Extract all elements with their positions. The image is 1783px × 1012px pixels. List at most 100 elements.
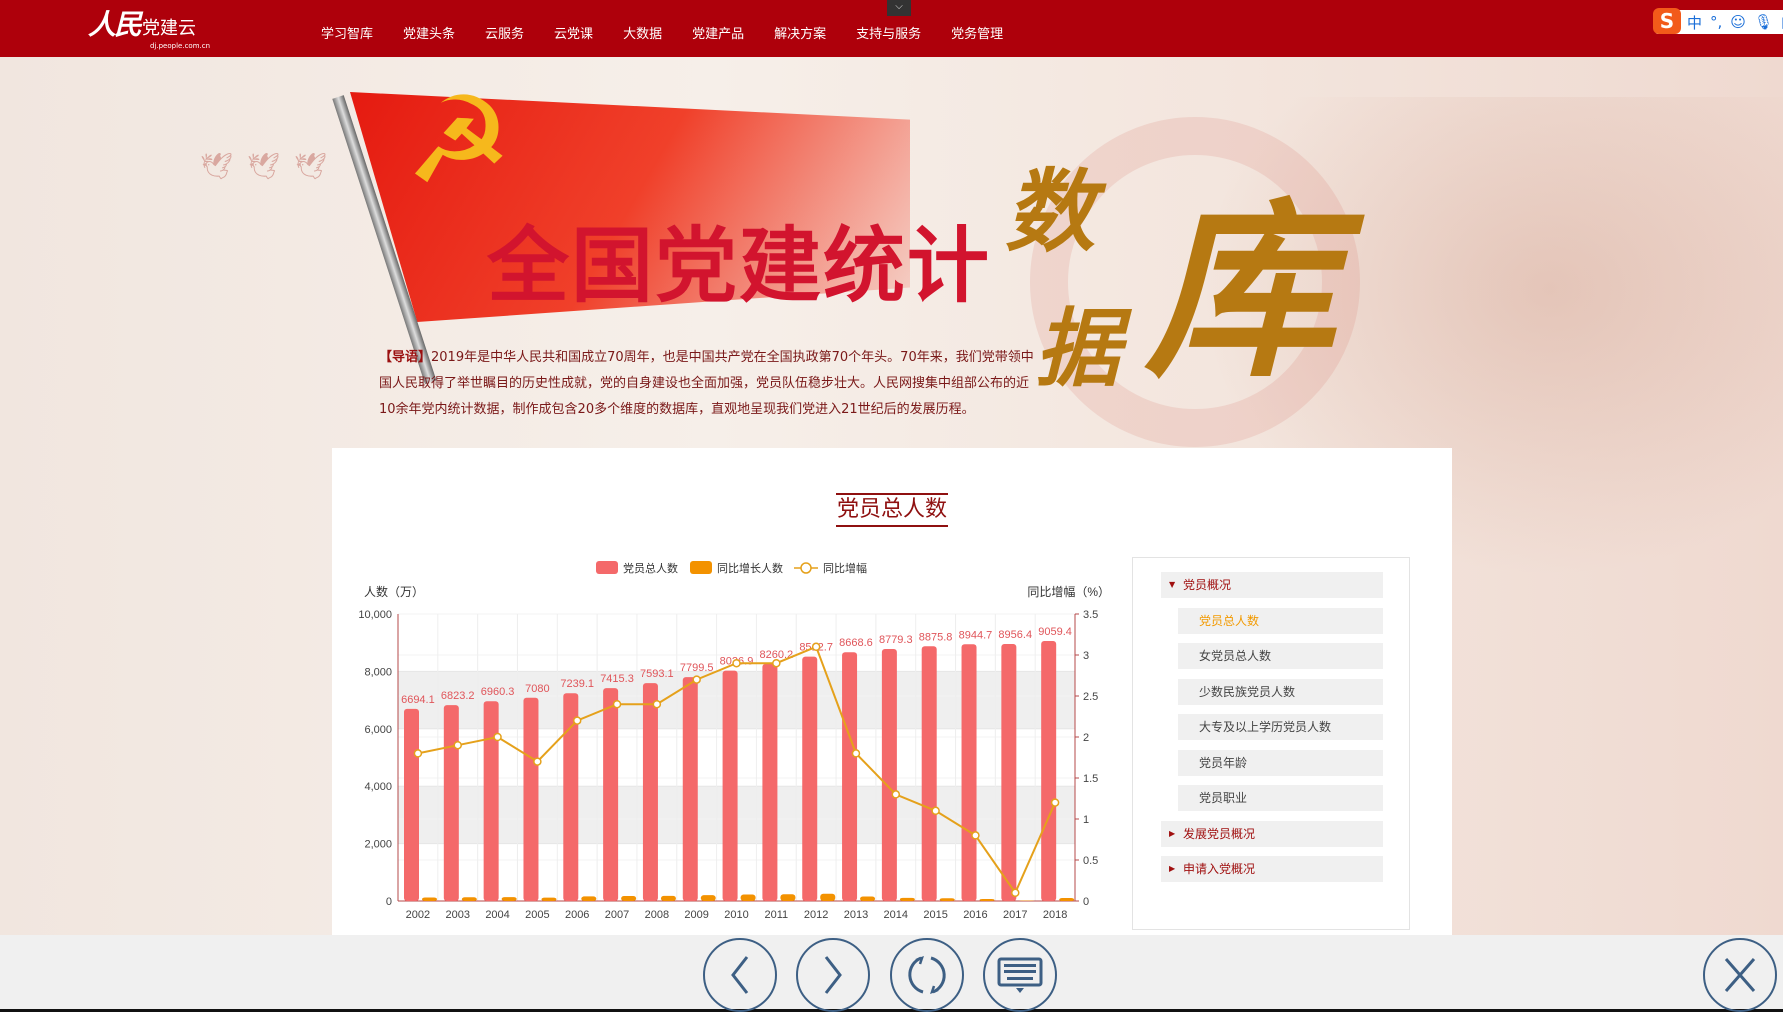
bar-growth-count — [820, 893, 836, 901]
main-nav: 学习智库 党建头条 云服务 云党课 大数据 党建产品 解决方案 支持与服务 党务… — [321, 23, 1033, 42]
doves-icon: 🕊🕊🕊 — [200, 152, 342, 182]
bar-growth-count — [660, 895, 676, 901]
y-tick-label: 0 — [386, 896, 392, 908]
legend-swatch-rate-marker — [800, 562, 812, 574]
intro-text: 【导语】2019年是中华人民共和国成立70周年，也是中国共产党在全国执政第70个… — [379, 350, 1034, 417]
caret-down-icon: ▼ — [1169, 580, 1176, 589]
bar-total-members — [642, 683, 658, 901]
chevron-down-icon[interactable]: ⌵ — [887, 0, 911, 16]
line-point — [931, 806, 940, 816]
panel-title: 党员总人数 — [332, 493, 1452, 527]
sidebar-group-members-overview[interactable]: ▼ 党员概况 — [1161, 572, 1383, 598]
x-tick-label: 2018 — [1043, 909, 1067, 921]
sidebar-item-female-members[interactable]: 女党员总人数 — [1178, 643, 1383, 669]
y-tick-label: 4,000 — [364, 781, 392, 793]
y2-tick-label: 2.5 — [1083, 691, 1098, 703]
back-icon — [731, 956, 749, 994]
bar-growth-count — [1059, 898, 1075, 901]
bar-total-members — [404, 708, 419, 901]
microphone-icon[interactable]: 🎙 — [1753, 13, 1773, 31]
sidebar-item-member-occupation[interactable]: 党员职业 — [1178, 785, 1383, 811]
bar-total-members — [523, 697, 539, 901]
sidebar-group-applications[interactable]: ▶ 申请入党概况 — [1161, 856, 1383, 882]
emoji-icon[interactable]: ☺ — [1730, 13, 1746, 31]
line-point — [612, 699, 622, 709]
bar-data-label: 8875.8 — [919, 631, 953, 643]
y-tick-label: 10,000 — [358, 609, 392, 621]
bar-data-label: 9059.4 — [1038, 626, 1072, 638]
nav-item[interactable]: 大数据 — [623, 27, 663, 42]
bar-data-label: 8260.2 — [759, 649, 793, 661]
ime-toolbar[interactable]: S 中 °, ☺ 🎙 ▦ — [1653, 8, 1783, 34]
bottom-toolbar — [0, 935, 1783, 1012]
x-tick-label: 2003 — [445, 909, 469, 921]
nav-item[interactable]: 支持与服务 — [856, 27, 922, 42]
ime-punct[interactable]: °, — [1710, 13, 1723, 31]
bar-total-members — [722, 670, 738, 901]
line-point — [493, 732, 502, 742]
refresh-icon — [908, 956, 946, 994]
forward-button[interactable] — [796, 938, 870, 1012]
x-tick-label: 2004 — [485, 909, 509, 921]
y-tick-label: 6,000 — [364, 724, 392, 736]
sidebar-item-member-age[interactable]: 党员年龄 — [1178, 750, 1383, 776]
bar-data-label: 8944.7 — [959, 629, 993, 641]
nav-item[interactable]: 党建头条 — [403, 27, 456, 42]
bar-growth-count — [581, 896, 597, 901]
x-tick-label: 2014 — [884, 909, 908, 921]
logo[interactable]: 人民 党建云 dj.people.com.cn — [88, 8, 211, 51]
bar-growth-count — [740, 894, 756, 901]
bar-total-members — [961, 644, 977, 901]
bar-data-label: 7239.1 — [560, 678, 594, 690]
nav-item[interactable]: 党建产品 — [692, 27, 745, 42]
caret-right-icon: ▶ — [1169, 829, 1176, 838]
bar-total-members — [1041, 640, 1057, 901]
nav-item[interactable]: 党务管理 — [951, 27, 1004, 42]
y2-tick-label: 0.5 — [1083, 855, 1098, 867]
sidebar-item-college-members[interactable]: 大专及以上学历党员人数 — [1178, 714, 1383, 740]
close-button[interactable] — [1703, 938, 1777, 1012]
bar-total-members — [762, 663, 778, 901]
y2-tick-label: 0 — [1083, 896, 1089, 908]
bar-data-label: 8779.3 — [879, 634, 913, 646]
ime-lang[interactable]: 中 — [1687, 13, 1703, 32]
bar-growth-count — [939, 898, 955, 901]
x-tick-label: 2017 — [1003, 909, 1027, 921]
keyboard-button[interactable] — [983, 938, 1057, 1012]
line-point — [971, 831, 980, 840]
y2-tick-label: 1 — [1083, 814, 1089, 826]
bar-total-members — [563, 693, 579, 901]
bar-growth-count — [780, 894, 796, 901]
legend-swatch-total — [596, 561, 618, 574]
back-button[interactable] — [703, 938, 777, 1012]
nav-item[interactable]: 解决方案 — [774, 27, 827, 42]
line-point — [533, 757, 542, 766]
legend-label: 党员总人数 — [623, 561, 678, 575]
bar-total-members — [603, 688, 619, 901]
line-point — [572, 716, 582, 725]
legend-swatch-growth — [690, 561, 712, 574]
bar-data-label: 7415.3 — [600, 673, 634, 685]
sidebar-group-recruitment[interactable]: ▶ 发展党员概况 — [1161, 821, 1383, 847]
bar-total-members — [682, 677, 698, 901]
line-point — [772, 658, 781, 668]
refresh-button[interactable] — [890, 938, 964, 1012]
y2-tick-label: 3 — [1083, 650, 1089, 662]
nav-item[interactable]: 云服务 — [485, 27, 525, 42]
nav-item[interactable]: 学习智库 — [321, 27, 374, 42]
sidebar-item-minority-members[interactable]: 少数民族党员人数 — [1178, 679, 1383, 705]
bar-total-members — [802, 656, 818, 901]
grid-icon[interactable]: ▦ — [1781, 13, 1783, 31]
stats-panel: 党员总人数 0 2,000 4,000 6,000 8,000 10,000 0 0.5 1 1.… — [332, 448, 1452, 938]
bar-growth-count — [461, 897, 477, 901]
bar-growth-count — [899, 897, 915, 901]
nav-item[interactable]: 云党课 — [554, 27, 594, 42]
y2-tick-label: 1.5 — [1083, 773, 1098, 785]
hero-title: 全国党建统计 — [487, 219, 992, 314]
line-point — [851, 749, 861, 758]
line-point — [732, 658, 741, 668]
bar-data-label: 6823.2 — [441, 690, 475, 702]
x-tick-label: 2011 — [764, 909, 788, 921]
sidebar-item-total-members[interactable]: 党员总人数 — [1178, 608, 1383, 634]
x-tick-label: 2013 — [844, 909, 868, 921]
